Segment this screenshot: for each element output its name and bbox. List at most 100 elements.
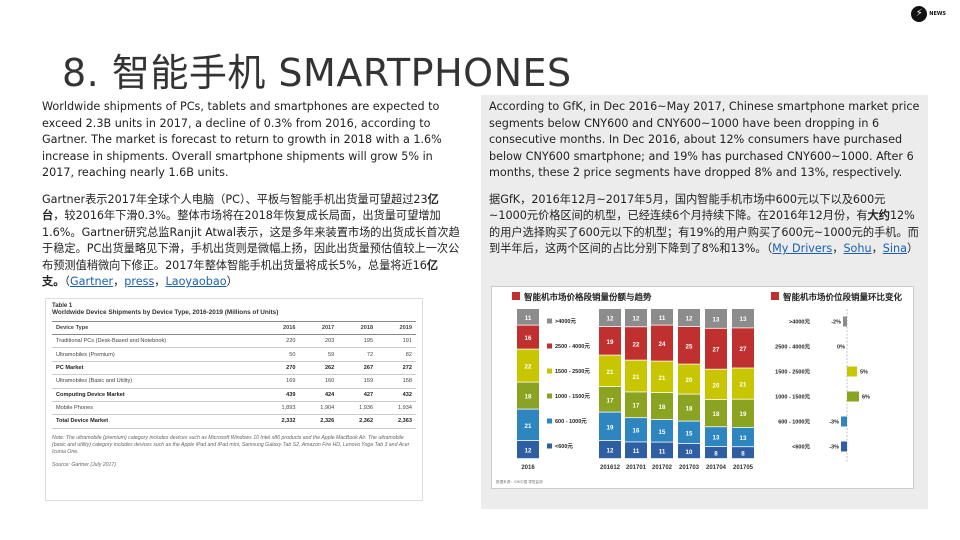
- table-body: Traditional PCs (Desk-Based and Notebook…: [52, 334, 416, 429]
- right-cn-text-2: 12%的用户选择购买了600元以下的机型；有19%的用户购买了600元~1000…: [489, 209, 919, 255]
- bar-segment: [732, 328, 754, 368]
- table-cell-value: 1,936: [338, 401, 378, 416]
- x-tick-label: 201703: [679, 465, 700, 471]
- column-header: 2016: [260, 321, 300, 335]
- bar-segment: [651, 420, 673, 442]
- data-label: 13: [740, 435, 747, 442]
- x-tick-label: 201704: [706, 465, 727, 471]
- bar-segment: [625, 360, 647, 392]
- bar-segment: [732, 427, 754, 447]
- table-cell-value: 159: [338, 374, 378, 389]
- data-label: 15: [659, 429, 666, 436]
- change-bar: [843, 316, 847, 327]
- data-label: 22: [525, 364, 532, 371]
- link-press[interactable]: press: [124, 275, 155, 288]
- bar-segment: [678, 394, 700, 421]
- right-paragraph-chinese: 据GfK，2016年12月~2017年5月，国内智能手机市场中600元以下以及6…: [489, 192, 920, 258]
- chart2-title: 智能机市场价位段销量环比变化: [782, 292, 903, 302]
- data-label: 21: [633, 374, 640, 381]
- chart1-title-marker: [512, 292, 520, 300]
- data-label: 20: [713, 382, 720, 389]
- bar-segment: [678, 327, 700, 364]
- data-label: 12: [686, 316, 693, 323]
- bar-segment: [705, 446, 727, 459]
- lightning-icon: ⚡: [911, 6, 928, 22]
- bar-segment: [599, 327, 621, 355]
- bar-segment: [625, 442, 647, 459]
- table-cell-value: 59: [299, 347, 339, 362]
- table-cell-value: 427: [338, 388, 378, 402]
- bar-segment: [517, 309, 539, 325]
- bar-segment: [599, 355, 621, 387]
- change-label: 0%: [837, 345, 845, 351]
- legend-swatch: [547, 443, 552, 449]
- chart2-title-marker: [771, 292, 779, 300]
- legend-entry: >4000元: [555, 318, 576, 325]
- link-laoyaobao[interactable]: Laoyaobao: [165, 275, 227, 288]
- table-cell-device: Mobile Phones: [52, 401, 261, 416]
- bar-segment: [732, 447, 754, 459]
- table-cell-device: Ultramobiles (Basic and Utility): [52, 374, 261, 389]
- table-cell-device: Ultramobiles (Premium): [52, 347, 261, 362]
- data-label: 16: [525, 335, 532, 342]
- data-label: 27: [740, 346, 747, 353]
- table-cell-value: 191: [377, 334, 416, 349]
- data-label: 13: [713, 435, 720, 442]
- change-label: 5%: [860, 370, 868, 376]
- change-label: -2%: [831, 320, 841, 326]
- data-label: 15: [686, 430, 693, 437]
- data-label: 8: [741, 451, 745, 458]
- bar-segment: [732, 309, 754, 328]
- table-cell-value: 169: [260, 374, 300, 389]
- data-label: 18: [525, 394, 532, 401]
- bar-segment: [705, 369, 727, 400]
- data-label: 21: [525, 423, 532, 430]
- bar-segment: [625, 309, 647, 327]
- bar-segment: [599, 309, 621, 327]
- table-header-row: Device Type 2016 2017 2018 2019: [52, 321, 416, 335]
- x-tick-label: 201701: [626, 465, 647, 471]
- table-cell-value: 424: [299, 388, 339, 402]
- table-note: Note: The ultramobile (premium) category…: [52, 434, 410, 455]
- legend-entry: 1500 - 2500元: [555, 368, 590, 375]
- x-tick-label: 201612: [600, 465, 621, 471]
- y-tick-label: 1000 - 1500元: [775, 394, 810, 401]
- link-sina[interactable]: Sina: [882, 242, 907, 255]
- bar-segment: [678, 444, 700, 459]
- bar-segment: [678, 421, 700, 444]
- table-cell-value: 1,904: [299, 401, 339, 416]
- gfk-chart: 智能机市场价格段销量份额与趋势 智能机市场价位段销量环比变化 12 21 18 22 16 1…: [491, 286, 914, 489]
- legend-swatch: [547, 393, 552, 399]
- left-cn-bold-2: 亿支。: [42, 258, 439, 289]
- y-tick-label: 1500 - 2500元: [775, 369, 810, 376]
- table-row: Mobile Phones 1,893 1,904 1,936 1,934: [52, 401, 416, 416]
- legend-swatch: [547, 368, 552, 374]
- table-cell-value: 2,326: [299, 414, 339, 429]
- data-label: 18: [713, 411, 720, 418]
- data-label: 17: [607, 397, 614, 404]
- link-sohu[interactable]: Sohu: [843, 242, 872, 255]
- legend-swatch: [547, 343, 552, 349]
- table-cell-value: 220: [260, 334, 300, 349]
- data-label: 11: [659, 448, 666, 455]
- table-cell-value: 272: [377, 361, 416, 376]
- change-bar: [841, 441, 847, 452]
- table-cell-value: 160: [299, 374, 339, 389]
- left-cn-text-2: ，较2016年下滑0.3%。整体市场将在2018年恢复成长局面，出货量可望增加1…: [42, 209, 460, 272]
- table-cell-value: 195: [338, 334, 378, 349]
- table-cell-value: 2,363: [377, 414, 416, 429]
- table-row: Ultramobiles (Premium) 50 59 72 82: [52, 347, 416, 362]
- data-label: 18: [686, 406, 693, 413]
- data-label: 17: [633, 403, 640, 410]
- link-mydrivers[interactable]: My Drivers: [772, 242, 833, 255]
- link-gartner[interactable]: Gartner: [69, 275, 114, 288]
- y-tick-label: 2500 - 4000元: [775, 344, 810, 351]
- data-label: 27: [713, 347, 720, 354]
- bar-segment: [651, 442, 673, 459]
- bar-segment: [732, 368, 754, 399]
- data-label: 11: [659, 315, 666, 322]
- data-label: 13: [713, 316, 720, 323]
- bar-segment: [517, 441, 539, 459]
- table-row: Traditional PCs (Desk-Based and Notebook…: [52, 334, 416, 349]
- table-row: PC Market 270 262 267 272: [52, 361, 416, 376]
